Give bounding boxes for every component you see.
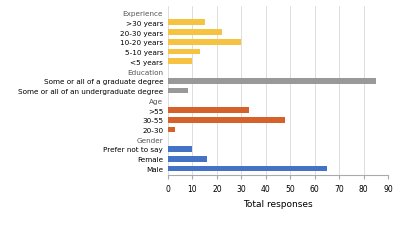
Bar — [168, 146, 192, 152]
Bar — [168, 59, 192, 65]
Bar — [168, 20, 205, 26]
Bar — [168, 88, 188, 94]
Bar — [168, 79, 376, 84]
Bar — [168, 166, 327, 172]
Bar — [168, 30, 222, 36]
Bar — [168, 127, 175, 133]
Bar — [168, 40, 241, 45]
Bar — [168, 50, 200, 55]
Bar — [168, 156, 207, 162]
Bar — [168, 117, 285, 123]
X-axis label: Total responses: Total responses — [243, 199, 313, 208]
Bar — [168, 108, 249, 113]
